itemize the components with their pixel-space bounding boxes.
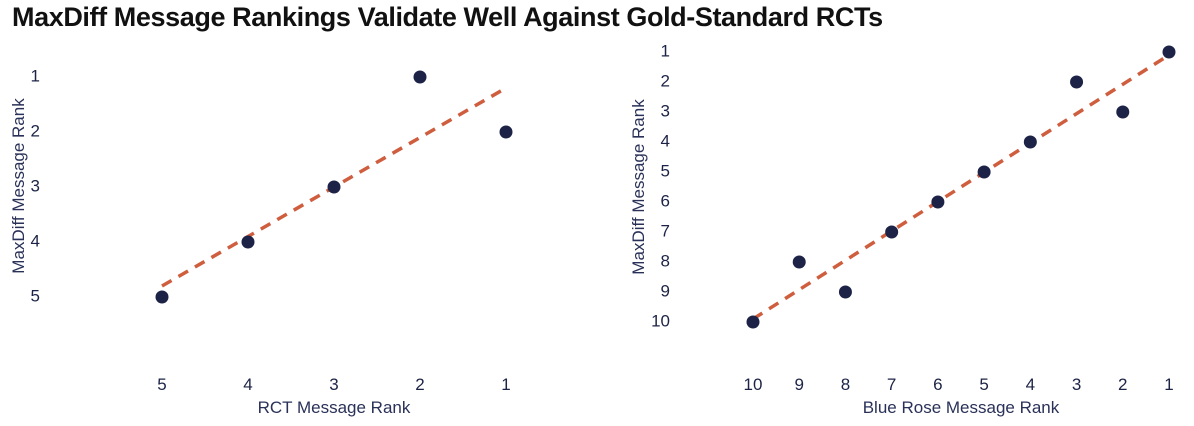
y-axis-title: MaxDiff Message Rank [629, 99, 648, 275]
y-tick-label: 4 [661, 131, 670, 150]
x-tick-label: 5 [979, 375, 988, 394]
x-tick-label: 6 [933, 375, 942, 394]
y-tick-label: 8 [661, 251, 670, 270]
blue-rose-scatter-chart: 1 2 3 4 5 6 7 8 9 10 10 9 8 7 6 5 4 3 2 1 Blue Rose Message … [629, 41, 1176, 417]
y-tick-label: 3 [31, 176, 40, 195]
y-tick-label: 1 [31, 66, 40, 85]
y-tick-label: 4 [31, 231, 40, 250]
x-tick-label: 4 [1026, 375, 1035, 394]
x-tick-label: 5 [157, 375, 166, 394]
data-point [155, 290, 169, 304]
data-point [885, 225, 899, 239]
x-axis-title: RCT Message Rank [258, 398, 411, 417]
y-tick-label: 9 [661, 281, 670, 300]
data-point [792, 255, 806, 269]
data-point [746, 315, 760, 329]
y-tick-label: 2 [661, 71, 670, 90]
rct-scatter-chart: 1 2 3 4 5 5 4 3 2 1 RCT Message Rank MaxDiff Messag… [9, 66, 513, 417]
y-tick-label: 5 [661, 161, 670, 180]
x-tick-label: 9 [794, 375, 803, 394]
y-tick-label: 10 [651, 311, 670, 330]
y-tick-label: 6 [661, 191, 670, 210]
data-point [838, 285, 852, 299]
data-point [1070, 75, 1084, 89]
trendline [752, 53, 1170, 321]
y-tick-label: 3 [661, 101, 670, 120]
data-point [499, 125, 513, 139]
x-tick-label: 3 [329, 375, 338, 394]
data-point [1116, 105, 1130, 119]
y-tick-label: 2 [31, 121, 40, 140]
x-tick-label: 4 [243, 375, 252, 394]
data-point [931, 195, 945, 209]
x-tick-label: 7 [887, 375, 896, 394]
y-tick-label: 7 [661, 221, 670, 240]
x-tick-label: 8 [841, 375, 850, 394]
data-point [241, 235, 255, 249]
y-tick-label: 1 [661, 41, 670, 60]
x-tick-label: 2 [1118, 375, 1127, 394]
page-title: MaxDiff Message Rankings Validate Well A… [12, 2, 883, 32]
x-tick-label: 1 [501, 375, 510, 394]
y-tick-label: 5 [31, 286, 40, 305]
x-tick-label: 10 [744, 375, 763, 394]
x-tick-label: 3 [1072, 375, 1081, 394]
data-point [413, 70, 427, 84]
x-tick-label: 2 [415, 375, 424, 394]
data-point [977, 165, 991, 179]
y-axis-title: MaxDiff Message Rank [9, 98, 28, 274]
x-tick-label: 1 [1164, 375, 1173, 394]
data-point [1023, 135, 1037, 149]
data-point [327, 180, 341, 194]
data-point [1162, 45, 1176, 59]
x-axis-title: Blue Rose Message Rank [863, 398, 1060, 417]
